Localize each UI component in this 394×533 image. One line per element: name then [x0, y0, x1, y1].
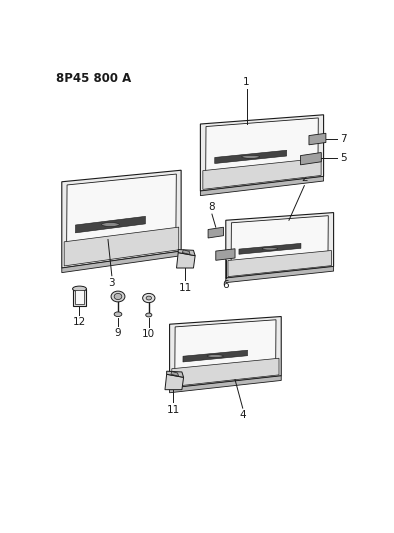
Polygon shape — [64, 227, 179, 266]
Polygon shape — [226, 266, 334, 282]
Text: 4: 4 — [240, 410, 246, 421]
Text: 9: 9 — [115, 328, 121, 338]
Polygon shape — [206, 118, 318, 188]
Polygon shape — [178, 249, 195, 256]
Text: 1: 1 — [243, 77, 250, 87]
Polygon shape — [165, 374, 184, 390]
Ellipse shape — [262, 247, 278, 250]
Bar — [72, 289, 86, 306]
Polygon shape — [182, 250, 190, 254]
Ellipse shape — [143, 294, 155, 303]
Polygon shape — [62, 170, 181, 268]
Polygon shape — [177, 253, 195, 268]
Text: 6: 6 — [223, 280, 229, 290]
Polygon shape — [67, 174, 177, 264]
Polygon shape — [175, 320, 276, 385]
Text: 2: 2 — [301, 173, 308, 183]
Polygon shape — [76, 216, 145, 233]
Ellipse shape — [114, 294, 122, 300]
Polygon shape — [171, 372, 178, 376]
Polygon shape — [167, 371, 184, 377]
Polygon shape — [228, 251, 331, 277]
Ellipse shape — [207, 354, 223, 358]
Text: 7: 7 — [340, 134, 346, 144]
Polygon shape — [172, 358, 279, 386]
Polygon shape — [201, 115, 323, 191]
Polygon shape — [201, 176, 323, 196]
Polygon shape — [216, 249, 235, 260]
Text: 8P45 800 A: 8P45 800 A — [56, 71, 132, 85]
Ellipse shape — [111, 291, 125, 302]
Text: 5: 5 — [340, 153, 346, 163]
Ellipse shape — [102, 223, 119, 227]
Polygon shape — [203, 158, 321, 189]
Polygon shape — [183, 350, 247, 362]
Ellipse shape — [146, 296, 151, 300]
Ellipse shape — [146, 313, 152, 317]
Polygon shape — [301, 152, 321, 165]
Text: 11: 11 — [178, 284, 191, 293]
Text: 8: 8 — [208, 202, 215, 212]
Text: 10: 10 — [142, 329, 155, 339]
Polygon shape — [169, 376, 281, 393]
Bar — [75, 290, 84, 304]
Polygon shape — [231, 216, 328, 274]
Text: 3: 3 — [108, 278, 115, 288]
Polygon shape — [208, 227, 223, 238]
Polygon shape — [226, 213, 334, 278]
Ellipse shape — [72, 286, 86, 292]
Ellipse shape — [114, 312, 122, 317]
Polygon shape — [239, 244, 301, 254]
Polygon shape — [309, 133, 326, 145]
Polygon shape — [169, 317, 281, 388]
Ellipse shape — [242, 155, 260, 158]
Polygon shape — [62, 251, 181, 273]
Text: 11: 11 — [167, 405, 180, 415]
Text: 12: 12 — [73, 317, 86, 327]
Polygon shape — [215, 150, 286, 164]
